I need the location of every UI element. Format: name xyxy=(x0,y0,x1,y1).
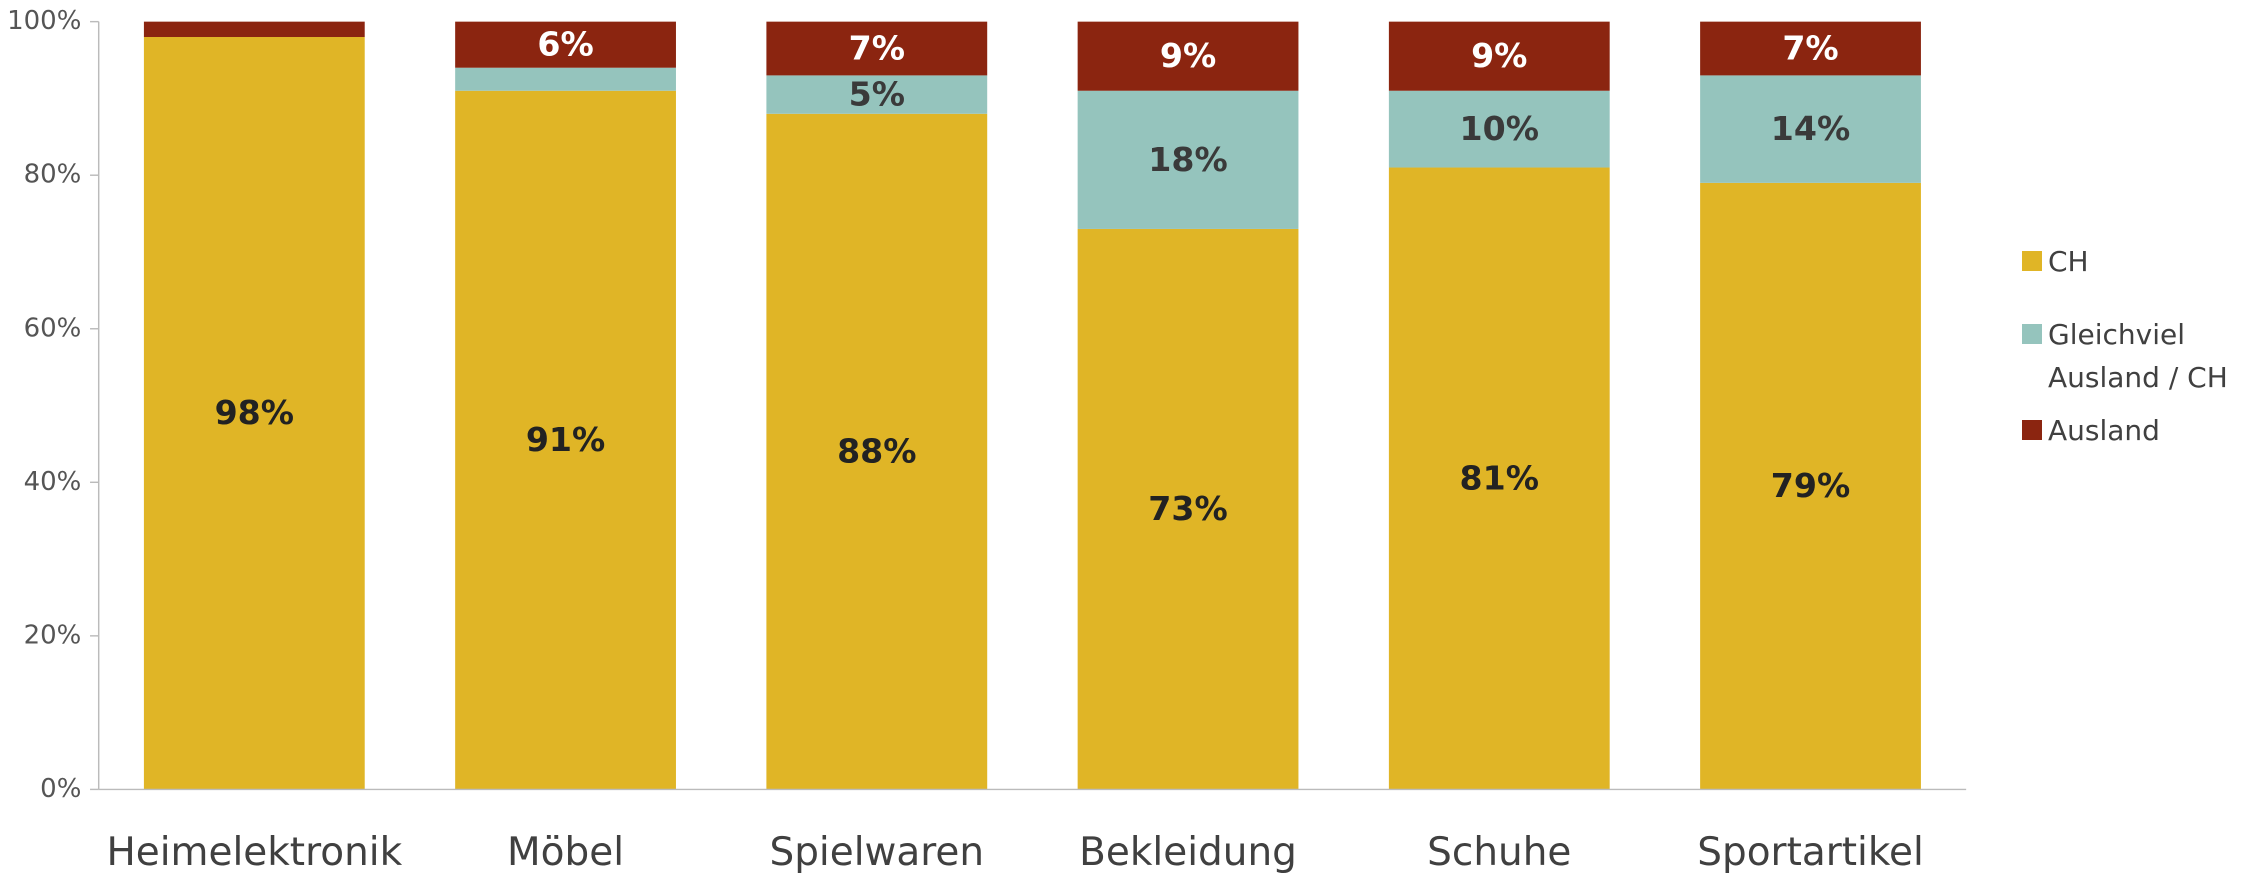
x-tick-label: Bekleidung xyxy=(1079,830,1297,875)
bar-segment xyxy=(1388,21,1610,91)
legend-label: CH xyxy=(2048,245,2089,278)
data-label: 73% xyxy=(1148,489,1227,528)
x-tick-label: Spielwaren xyxy=(769,830,984,875)
legend-swatch xyxy=(2022,420,2042,440)
bar-segment xyxy=(1700,75,1921,183)
y-tick-label: 60% xyxy=(24,313,82,343)
bar-segment xyxy=(766,21,988,76)
bar-segment xyxy=(1388,167,1610,790)
x-tick-label: Möbel xyxy=(507,830,624,875)
bar-segment xyxy=(143,21,365,38)
x-tick-label: Schuhe xyxy=(1427,830,1571,875)
y-tick-label: 0% xyxy=(40,774,81,804)
bar-segment xyxy=(766,113,988,790)
bar-segment xyxy=(1388,90,1610,168)
bar-segment xyxy=(455,90,676,790)
data-label: 88% xyxy=(837,432,916,471)
y-tick-label: 20% xyxy=(24,620,82,650)
data-label: 9% xyxy=(1471,36,1527,75)
bar-segment xyxy=(1700,182,1921,790)
data-label: 91% xyxy=(526,420,605,459)
y-tick-label: 80% xyxy=(24,160,82,190)
legend-swatch xyxy=(2022,324,2042,344)
bar-segment xyxy=(766,75,988,114)
legend-item: Ausland xyxy=(2022,409,2257,452)
data-label: 9% xyxy=(1160,36,1216,75)
data-label: 6% xyxy=(537,25,593,64)
legend: CH Gleichviel Ausland / CH Ausland xyxy=(2022,240,2257,482)
data-label: 98% xyxy=(215,393,294,432)
legend-item: CH xyxy=(2022,240,2257,283)
y-tick-label: 40% xyxy=(24,467,82,497)
data-label: 81% xyxy=(1460,458,1539,497)
data-label: 79% xyxy=(1771,466,1850,505)
bar-segment xyxy=(455,21,676,68)
bar-segment xyxy=(1077,21,1299,91)
x-tick-label: Sportartikel xyxy=(1697,830,1924,875)
data-label: 5% xyxy=(849,75,905,114)
bar-segment xyxy=(1700,21,1921,76)
bar-segment xyxy=(455,67,676,91)
bar-segment xyxy=(143,37,365,790)
x-tick-label: Heimelektronik xyxy=(106,830,402,875)
legend-label: Ausland xyxy=(2048,414,2160,447)
data-label: 18% xyxy=(1148,140,1227,179)
data-label: 10% xyxy=(1460,109,1539,148)
y-tick-label: 100% xyxy=(7,6,81,36)
bar-segment xyxy=(1077,90,1299,229)
legend-swatch xyxy=(2022,251,2042,271)
legend-label: Gleichviel Ausland / CH xyxy=(2048,318,2228,394)
data-label: 14% xyxy=(1771,109,1850,148)
data-label: 7% xyxy=(849,28,905,67)
legend-item: Gleichviel Ausland / CH xyxy=(2022,313,2257,399)
data-label: 7% xyxy=(1782,28,1838,67)
bar-segment xyxy=(1077,228,1299,790)
